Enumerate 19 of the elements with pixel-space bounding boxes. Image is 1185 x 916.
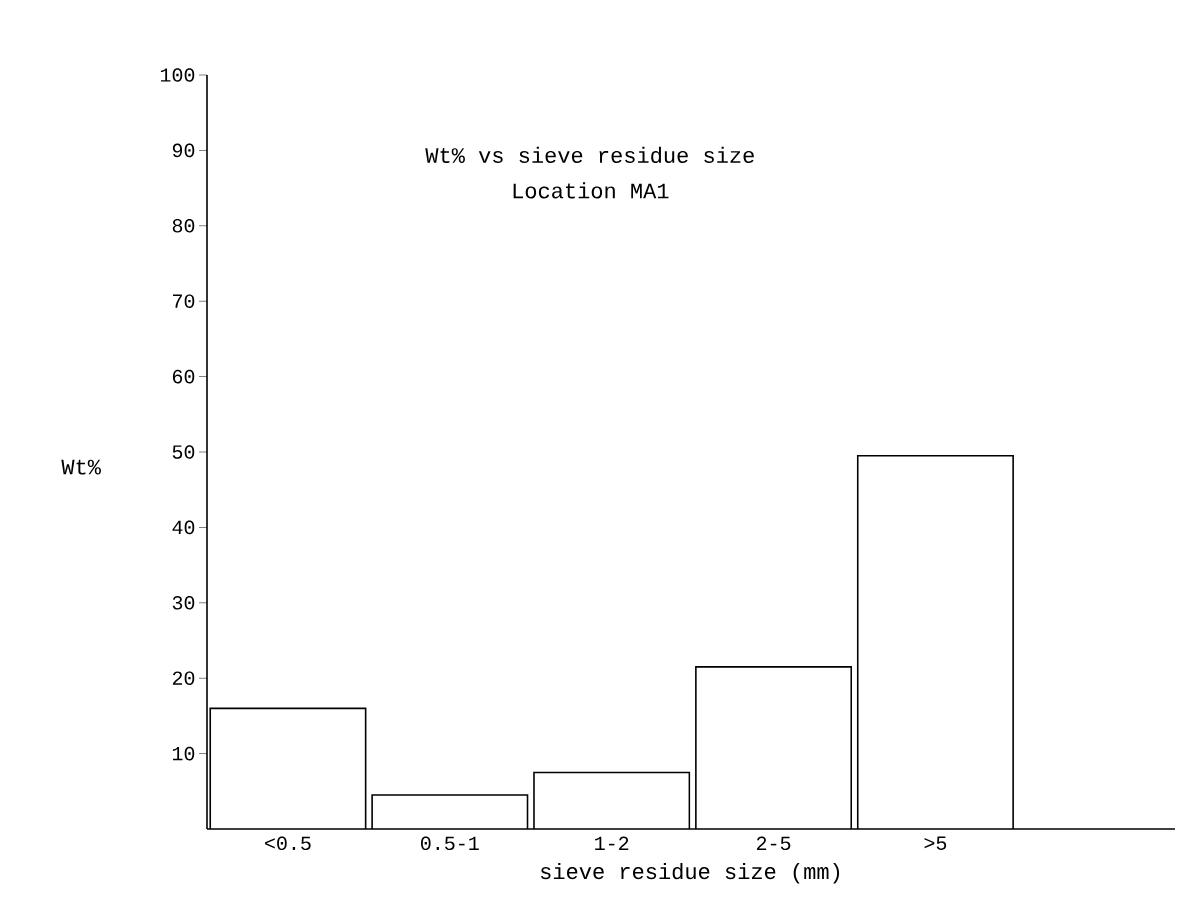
y-tick-label: 30 — [172, 596, 195, 610]
text: Wt% vs sieve residue size — [425, 146, 754, 164]
y-axis-title: Wt% — [61, 459, 101, 475]
text: Location MA1 — [513, 182, 669, 199]
y-tick-label: 40 — [172, 520, 195, 535]
x-axis-title: sieve residue size (mm) — [540, 862, 840, 884]
x-tick-label: <0.5 — [265, 836, 311, 851]
y-tick-label: 20 — [172, 671, 195, 685]
y-tick-label: 10 — [172, 746, 195, 761]
y-tick-label: 80 — [172, 219, 195, 233]
y-tick-label: 90 — [172, 143, 195, 158]
y-tick-label: 50 — [172, 445, 195, 459]
x-tick-label: 0.5-1 — [421, 836, 479, 851]
y-tick-label: 60 — [172, 369, 195, 384]
y-tick-label: 100 — [160, 68, 195, 82]
x-tick-label: >5 — [924, 836, 947, 850]
x-tick-label: 2-5 — [756, 836, 791, 851]
y-tick-label: 70 — [173, 294, 195, 308]
x-tick-label: 1-2 — [595, 836, 629, 850]
